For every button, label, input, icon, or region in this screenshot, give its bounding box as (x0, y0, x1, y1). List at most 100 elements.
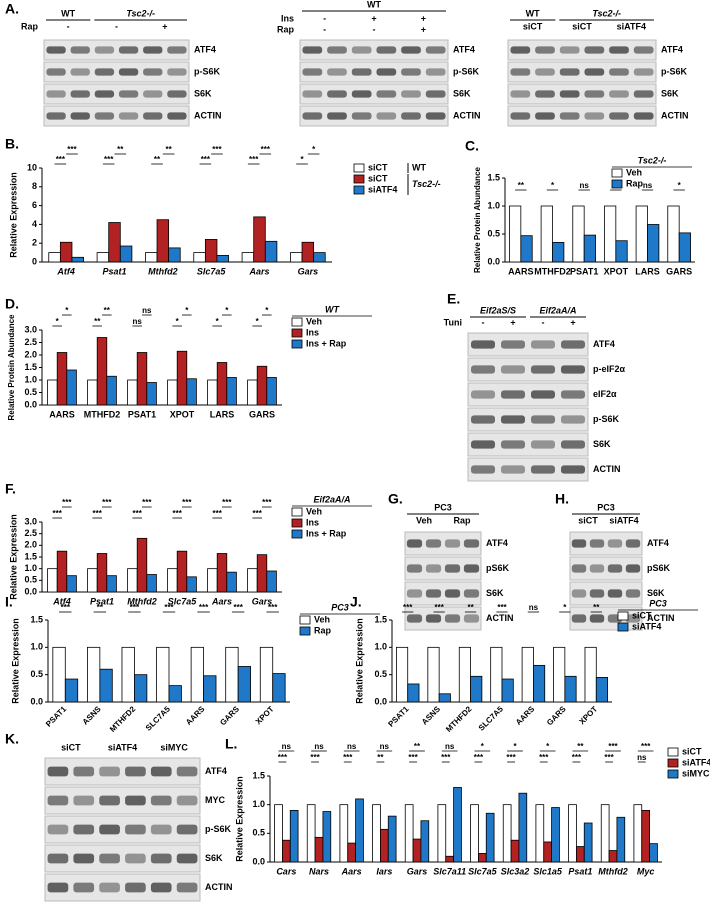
blot-band (531, 440, 555, 449)
y-tick-label: 0.5 (487, 228, 500, 238)
y-tick-label: 1.0 (252, 799, 265, 809)
blot-band (609, 46, 629, 54)
blot-band (70, 68, 90, 76)
y-tick-label: 1.0 (24, 374, 37, 384)
bar (87, 379, 98, 406)
blot-band (425, 564, 442, 573)
blot-band (625, 539, 641, 548)
y-tick-label: 0.0 (487, 256, 500, 266)
blot-band (376, 112, 397, 120)
sig-label: * (563, 603, 567, 612)
blot-strip (44, 757, 201, 786)
blot-band (625, 564, 641, 573)
blot-band (150, 795, 172, 806)
bar (564, 675, 577, 703)
bar (52, 646, 66, 703)
bar (203, 675, 217, 703)
blot-band (589, 539, 605, 548)
x-tick-label: SLC7A5 (477, 704, 505, 732)
panel-label: E. (447, 291, 460, 307)
sig-label: * (185, 306, 189, 315)
blot-band (561, 465, 585, 474)
bar (225, 646, 239, 703)
blot-band (401, 112, 421, 120)
bar (108, 222, 121, 263)
bar (146, 574, 157, 593)
blot-strip (404, 581, 482, 606)
blot-band (561, 440, 585, 449)
condition-mark: - (323, 13, 326, 23)
blot-band (559, 90, 580, 98)
y-tick-label: 1.0 (24, 563, 37, 573)
bar (66, 369, 77, 406)
bar (66, 575, 77, 593)
blot-row-label: ATF4 (194, 44, 216, 54)
blot-band (584, 90, 605, 98)
blot-band (46, 68, 66, 76)
sig-label: *** (182, 498, 192, 507)
panel-label: F. (5, 481, 16, 497)
blot-band (609, 68, 629, 76)
blot-row-label: ACTIN (194, 110, 222, 120)
blot-band (143, 68, 163, 76)
bar (186, 378, 197, 406)
condition-mark: - (323, 24, 326, 34)
blot-band (406, 589, 423, 598)
sig-label: * (265, 306, 269, 315)
blot-band (70, 46, 90, 54)
sig-label: * (225, 306, 229, 315)
bar (96, 252, 110, 263)
blot-band (351, 46, 372, 54)
bar (121, 646, 135, 703)
blot-band (125, 824, 146, 835)
bar (48, 252, 61, 263)
blot-row-label: S6K (593, 439, 611, 449)
sig-label: ns (643, 181, 653, 190)
bar (64, 678, 79, 703)
x-tick-label: ASNS (420, 704, 443, 727)
bar (678, 232, 691, 263)
blot-band (561, 390, 585, 399)
bar (99, 668, 113, 703)
x-tick-label: Psat1 (90, 596, 114, 606)
y-tick-label: 1.5 (24, 362, 37, 372)
sig-label: *** (213, 509, 223, 518)
panel-label: C. (465, 138, 479, 154)
blot-band (609, 90, 629, 98)
blot-strip (467, 332, 589, 357)
blot-band (501, 465, 525, 474)
blot-band (302, 46, 323, 54)
blot-band (501, 340, 525, 349)
legend-swatch (667, 747, 679, 757)
condition-mark: + (162, 21, 167, 31)
bar (306, 804, 316, 863)
legend-group-label: Tsc2-/- (412, 179, 441, 189)
legend-swatch (353, 185, 365, 195)
lane-label: siATF4 (617, 21, 646, 31)
sig-label: * (216, 317, 220, 326)
blot-band (167, 90, 187, 98)
blot-band (444, 539, 461, 548)
bar (168, 247, 181, 263)
x-tick-label: Slc7a11 (433, 866, 466, 876)
blot-band (73, 853, 95, 864)
y-tick-label: 6 (32, 200, 37, 210)
blot-band (625, 614, 641, 623)
condition-mark: + (510, 317, 515, 327)
blot-band (150, 766, 172, 777)
condition-mark: + (421, 13, 426, 23)
blot-row-label: ATF4 (205, 766, 227, 776)
x-tick-label: XPOT (604, 266, 629, 276)
bar (387, 815, 397, 863)
sig-label: *** (434, 603, 444, 612)
blot-band (463, 589, 480, 598)
blot-header: Eif2aA/A (539, 305, 576, 315)
sig-label: ** (97, 603, 104, 612)
bar (667, 205, 680, 263)
y-axis-label: Relative Expression (8, 172, 18, 258)
x-tick-label: Nars (309, 866, 329, 876)
legend-label: siCT (368, 173, 388, 183)
bar (56, 550, 68, 593)
blot-strip (43, 83, 190, 105)
bar (553, 646, 566, 703)
